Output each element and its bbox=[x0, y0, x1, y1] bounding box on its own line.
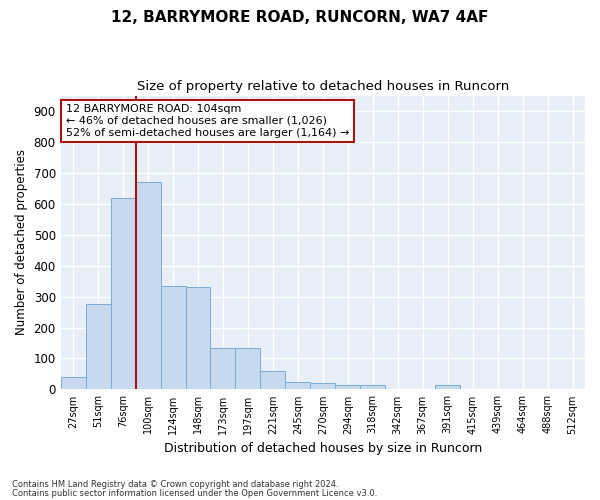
Text: 12 BARRYMORE ROAD: 104sqm
← 46% of detached houses are smaller (1,026)
52% of se: 12 BARRYMORE ROAD: 104sqm ← 46% of detac… bbox=[66, 104, 349, 138]
Bar bbox=[161, 286, 185, 390]
Bar bbox=[185, 288, 211, 390]
Text: 12, BARRYMORE ROAD, RUNCORN, WA7 4AF: 12, BARRYMORE ROAD, RUNCORN, WA7 4AF bbox=[112, 10, 488, 25]
Bar bbox=[286, 382, 310, 390]
Bar bbox=[310, 383, 335, 390]
Bar bbox=[260, 371, 286, 390]
Bar bbox=[136, 182, 161, 390]
Text: Contains public sector information licensed under the Open Government Licence v3: Contains public sector information licen… bbox=[12, 489, 377, 498]
Y-axis label: Number of detached properties: Number of detached properties bbox=[15, 150, 28, 336]
Bar bbox=[360, 385, 385, 390]
Bar bbox=[435, 385, 460, 390]
Title: Size of property relative to detached houses in Runcorn: Size of property relative to detached ho… bbox=[137, 80, 509, 93]
Bar bbox=[86, 304, 110, 390]
Bar bbox=[211, 348, 235, 390]
Bar bbox=[235, 348, 260, 390]
X-axis label: Distribution of detached houses by size in Runcorn: Distribution of detached houses by size … bbox=[164, 442, 482, 455]
Bar bbox=[110, 198, 136, 390]
Bar bbox=[61, 377, 86, 390]
Text: Contains HM Land Registry data © Crown copyright and database right 2024.: Contains HM Land Registry data © Crown c… bbox=[12, 480, 338, 489]
Bar bbox=[335, 385, 360, 390]
